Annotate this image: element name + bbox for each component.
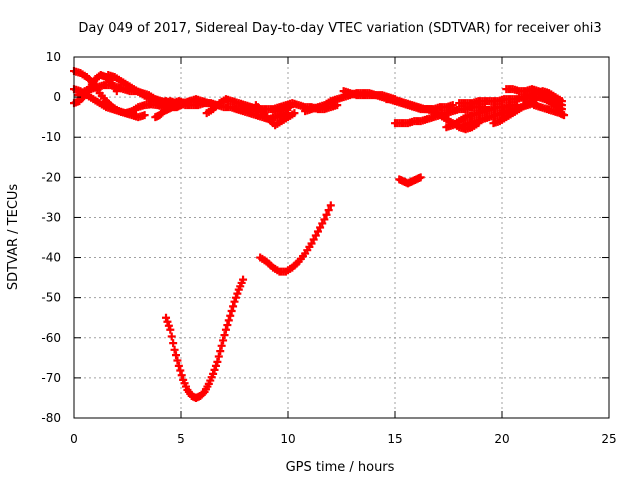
- data-point: [239, 275, 248, 284]
- data-point: [177, 371, 186, 380]
- data-point: [223, 321, 232, 330]
- x-tick-label: 20: [494, 432, 509, 446]
- data-point: [167, 332, 176, 341]
- series-arc-24: [530, 101, 569, 120]
- x-tick-label: 10: [280, 432, 295, 446]
- y-tick-label: -50: [41, 291, 61, 305]
- y-tick-label: 10: [46, 50, 61, 64]
- y-tick-label: -20: [41, 170, 61, 184]
- data-point: [210, 365, 219, 374]
- data-point: [226, 311, 235, 320]
- data-point: [318, 219, 327, 228]
- data-point: [172, 351, 181, 360]
- data-point: [170, 345, 179, 354]
- data-point: [320, 215, 329, 224]
- data-point: [166, 325, 175, 334]
- y-tick-label: -60: [41, 331, 61, 345]
- data-point: [326, 201, 335, 210]
- data-point: [316, 223, 325, 232]
- series-arc-26: [256, 201, 335, 276]
- data-point: [209, 369, 218, 378]
- data-point: [199, 389, 208, 398]
- series-arc-11: [251, 101, 299, 130]
- axis-ticks: 0 5 10 15 20 25 10 0 -10 -20 -30 -40 -50 -60 -70 -80: [41, 50, 616, 446]
- y-tick-label: -10: [41, 130, 61, 144]
- x-tick-label: 15: [387, 432, 402, 446]
- data-point: [173, 356, 182, 365]
- data-point: [322, 210, 331, 219]
- data-point: [233, 289, 242, 298]
- data-point: [313, 227, 322, 236]
- data-point: [309, 235, 318, 244]
- series-arc-23: [519, 87, 566, 106]
- data-point: [211, 361, 220, 370]
- data-point: [224, 316, 233, 325]
- data-point: [164, 321, 173, 330]
- series-arc-10: [232, 105, 292, 124]
- data-point: [162, 313, 171, 322]
- data-point: [163, 317, 172, 326]
- data-point: [217, 341, 226, 350]
- x-tick-label: 0: [70, 432, 78, 446]
- data-point: [219, 336, 228, 345]
- series-arc-12: [269, 99, 342, 114]
- data-point: [311, 231, 320, 240]
- series-arc-21: [489, 93, 566, 128]
- data-point: [416, 173, 425, 182]
- series-arc-27: [395, 173, 425, 188]
- plot-frame: [73, 56, 610, 419]
- data-point: [229, 302, 238, 311]
- series-arc-08: [166, 95, 220, 110]
- x-tick-label: 25: [601, 432, 616, 446]
- x-tick-label: 5: [177, 432, 185, 446]
- data-point: [140, 111, 149, 120]
- chart-title: Day 049 of 2017, Sidereal Day-to-day VTE…: [78, 21, 601, 36]
- series-arc-25: [162, 275, 248, 402]
- data-point: [176, 366, 185, 375]
- data-point: [227, 307, 236, 316]
- data-point: [307, 239, 316, 248]
- data-point: [324, 206, 333, 215]
- data-point: [216, 347, 225, 356]
- data-points: [70, 67, 569, 402]
- y-tick-label: -70: [41, 371, 61, 385]
- data-point: [220, 331, 229, 340]
- y-tick-label: -30: [41, 210, 61, 224]
- data-point: [169, 339, 178, 348]
- y-tick-label: 0: [53, 90, 61, 104]
- y-axis-label: SDTVAR / TECUs: [6, 184, 21, 291]
- data-point: [290, 109, 299, 118]
- data-point: [213, 357, 222, 366]
- data-point: [174, 361, 183, 370]
- data-point: [231, 293, 240, 302]
- x-axis-label: GPS time / hours: [286, 460, 395, 475]
- data-point: [560, 111, 569, 120]
- series-arc-16: [391, 103, 489, 128]
- y-tick-label: -80: [41, 411, 61, 425]
- data-point: [557, 97, 566, 106]
- data-point: [230, 297, 239, 306]
- y-tick-label: -40: [41, 251, 61, 265]
- data-point: [221, 325, 230, 334]
- data-point: [214, 352, 223, 361]
